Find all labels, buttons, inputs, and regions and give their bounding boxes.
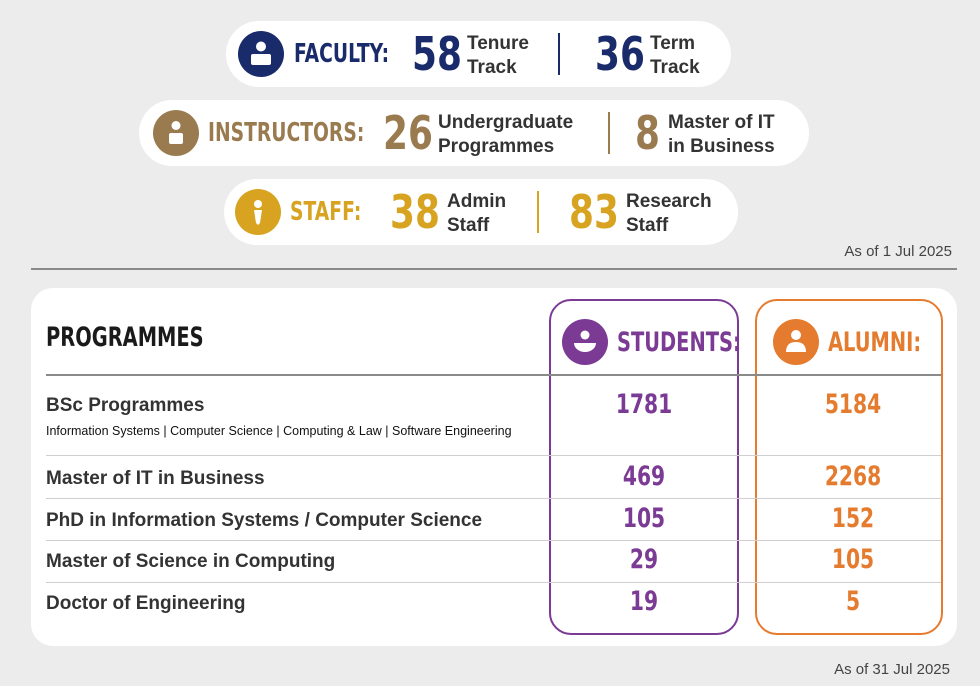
staff-pill: STAFF: 38 Admin Staff 83 Research Staff	[224, 179, 738, 245]
instructors-undergrad-text: Undergraduate Programmes	[438, 112, 574, 157]
programmes-header: PROGRAMMES	[46, 322, 204, 353]
row-divider	[46, 498, 941, 499]
staff-research-text: Research Staff	[626, 191, 712, 236]
programme-subtitle: Information Systems | Computer Science |…	[46, 424, 512, 438]
instructors-divider	[608, 112, 610, 154]
instructors-person-badge-icon	[153, 110, 199, 156]
programme-name: BSc Programmes	[46, 395, 205, 416]
students-value: 29	[629, 544, 659, 575]
instructors-pill: INSTRUCTORS: 26 Undergraduate Programmes …	[139, 100, 809, 166]
alumni-value: 105	[831, 544, 875, 575]
students-icon	[562, 319, 608, 365]
as-of-top: As of 1 Jul 2025	[844, 243, 952, 260]
instructors-mitb-count: 8	[635, 106, 660, 160]
alumni-header: ALUMNI:	[828, 327, 922, 358]
faculty-label: FACULTY:	[294, 39, 390, 69]
instructors-mitb-text: Master of IT in Business	[668, 112, 775, 157]
faculty-divider	[558, 33, 560, 75]
alumni-value: 5	[845, 586, 861, 617]
row-divider	[46, 455, 941, 456]
programme-name: PhD in Information Systems / Computer Sc…	[46, 510, 483, 531]
row-divider	[46, 540, 941, 541]
row-divider	[46, 582, 941, 583]
instructors-label: INSTRUCTORS:	[208, 118, 365, 148]
faculty-term-count: 36	[595, 27, 645, 81]
faculty-tenure-count: 58	[412, 27, 462, 81]
alumni-value: 2268	[824, 461, 882, 492]
section-divider	[31, 268, 957, 270]
staff-admin-text: Admin Staff	[447, 191, 507, 236]
staff-research-count: 83	[569, 185, 619, 239]
faculty-tenure-text: Tenure Track	[467, 33, 529, 78]
faculty-pill: FACULTY: 58 Tenure Track 36 Term Track	[226, 21, 731, 87]
faculty-person-badge-icon	[238, 31, 284, 77]
alumni-person-icon	[773, 319, 819, 365]
students-value: 19	[629, 586, 659, 617]
students-value: 105	[622, 503, 666, 534]
staff-divider	[537, 191, 539, 233]
faculty-term-text: Term Track	[650, 33, 700, 78]
staff-admin-count: 38	[390, 185, 440, 239]
programme-name: Doctor of Engineering	[46, 593, 246, 614]
table-header-rule	[46, 374, 941, 376]
students-column	[549, 299, 739, 635]
students-value: 1781	[615, 389, 673, 420]
alumni-value: 152	[831, 503, 875, 534]
alumni-value: 5184	[824, 389, 882, 420]
programme-name: Master of IT in Business	[46, 468, 265, 489]
staff-person-tie-icon	[235, 189, 281, 235]
staff-label: STAFF:	[290, 197, 362, 227]
students-header: STUDENTS:	[617, 327, 741, 358]
instructors-undergrad-count: 26	[383, 106, 433, 160]
as-of-bottom: As of 31 Jul 2025	[834, 661, 950, 678]
programme-name: Master of Science in Computing	[46, 551, 336, 572]
students-value: 469	[622, 461, 666, 492]
alumni-column	[755, 299, 943, 635]
